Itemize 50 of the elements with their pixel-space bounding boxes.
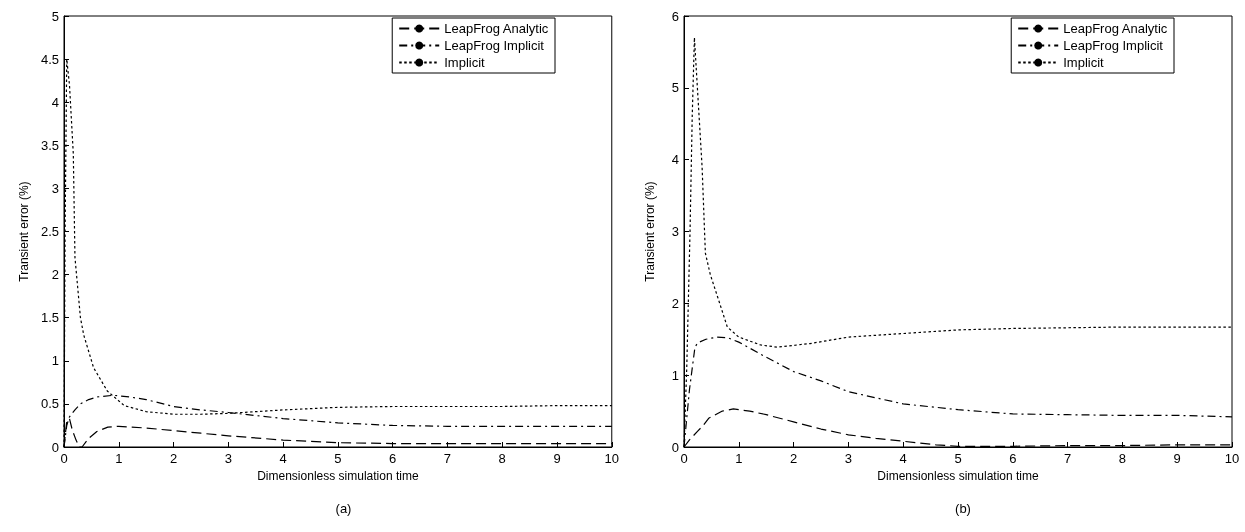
x-tick-label: 3	[224, 451, 232, 466]
y-tick-label: 5	[51, 8, 59, 24]
x-tick-label: 6	[389, 451, 397, 466]
legend-label: LeapFrog Implicit	[1063, 38, 1164, 53]
y-tick-label: 4.5	[40, 51, 59, 67]
legend-label: Implicit	[444, 55, 486, 70]
x-tick-label: 8	[498, 451, 506, 466]
x-tick-label: 5	[334, 451, 342, 466]
x-axis-title: Dimensionless simulation time	[877, 468, 1040, 483]
x-tick-label: 7	[1063, 451, 1072, 466]
x-tick-label: 9	[553, 451, 561, 466]
x-tick-label: 8	[1118, 451, 1127, 466]
y-tick-label: 1	[51, 353, 59, 369]
x-tick-label: 1	[115, 451, 123, 466]
x-tick-label: 9	[1173, 451, 1181, 466]
text: (b)	[955, 501, 971, 516]
text: (a)	[335, 501, 352, 516]
y-axis-title: Transient error (%)	[17, 181, 32, 282]
x-tick-label: 10	[604, 451, 619, 466]
x-tick-label: 3	[844, 451, 853, 466]
x-tick-label: 2	[169, 451, 178, 466]
y-tick-label: 1	[671, 367, 679, 383]
legend-label: LeapFrog Analytic	[1063, 21, 1168, 36]
y-tick-label: 0	[51, 439, 59, 455]
y-tick-label: 4	[51, 94, 59, 110]
legend-label: Implicit	[1063, 55, 1105, 70]
x-tick-label: 1	[735, 451, 743, 466]
y-tick-label: 3	[671, 224, 679, 239]
y-tick-label: 3	[51, 180, 59, 196]
x-tick-label: 4	[279, 451, 287, 466]
legend-label: LeapFrog Analytic	[444, 21, 549, 36]
y-tick-label: 6	[671, 8, 679, 24]
x-tick-label: 4	[899, 451, 907, 466]
x-tick-label: 7	[443, 451, 452, 466]
x-tick-label: 2	[789, 451, 798, 466]
x-tick-label: 5	[954, 451, 962, 466]
y-tick-label: 2.5	[40, 224, 59, 239]
y-axis-title: Transient error (%)	[643, 181, 657, 282]
y-tick-label: 2	[671, 295, 679, 311]
x-axis-title: Dimensionless simulation time	[257, 468, 419, 483]
y-tick-label: 3.5	[40, 137, 59, 153]
x-tick-label: 6	[1009, 451, 1017, 466]
y-tick-label: 4	[671, 152, 679, 168]
legend-label: LeapFrog Implicit	[444, 38, 545, 53]
y-tick-label: 0	[671, 439, 679, 455]
y-tick-label: 5	[671, 80, 679, 96]
y-tick-label: 1.5	[40, 310, 59, 326]
y-tick-label: 0.5	[40, 396, 59, 412]
x-tick-label: 10	[1224, 451, 1240, 466]
y-tick-label: 2	[51, 267, 59, 283]
